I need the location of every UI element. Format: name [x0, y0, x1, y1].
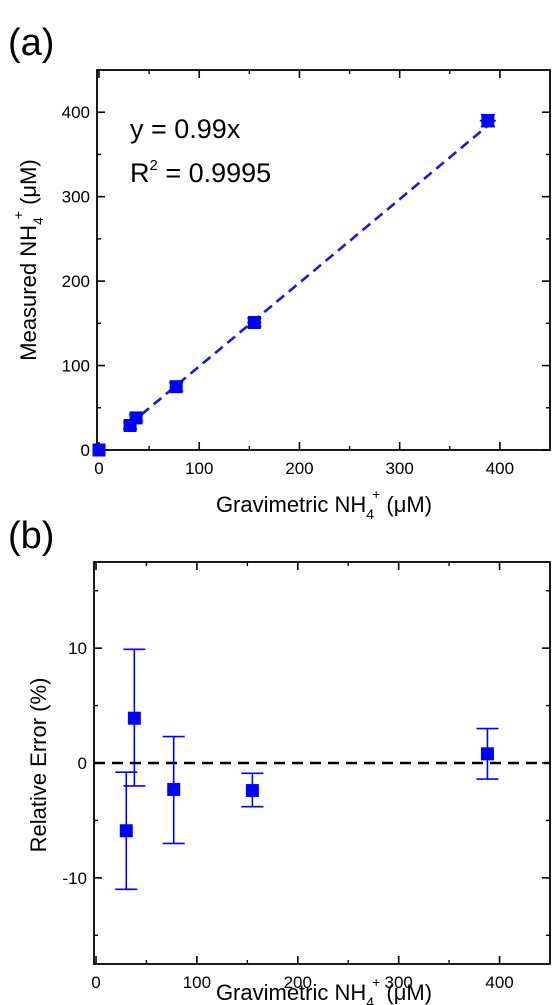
data-point — [115, 771, 138, 891]
x-title-unit: (μM) — [380, 980, 432, 1005]
panel-a-tick-labels: 0 100 200 300 400 0 100 200 300 400 — [62, 103, 514, 478]
square-marker — [167, 782, 181, 796]
y-tick-label: 0 — [81, 441, 90, 460]
x-title-main: Gravimetric NH — [216, 980, 366, 1005]
x-tick-label: 200 — [284, 973, 312, 992]
x-tick-label: 0 — [91, 973, 100, 992]
data-point — [476, 727, 499, 780]
x-tick-label: 300 — [385, 459, 413, 478]
r2-value: = 0.9995 — [158, 158, 271, 188]
square-marker — [480, 747, 494, 761]
y-title-subscript: 4 — [30, 217, 46, 225]
panel-b-y-axis-title: Relative Error (%) — [26, 678, 51, 853]
y-tick-label: 100 — [62, 357, 90, 376]
data-point — [123, 648, 146, 787]
y-tick-label: 200 — [62, 272, 90, 291]
data-point — [162, 735, 185, 845]
y-title-unit: (μM) — [16, 159, 41, 211]
x-tick-label: 200 — [285, 459, 313, 478]
y-tick-label: 10 — [68, 639, 87, 658]
y-tick-label: -10 — [62, 869, 87, 888]
square-marker — [247, 315, 261, 329]
square-marker — [169, 380, 183, 394]
panel-a-label: (a) — [8, 22, 54, 64]
panel-a-y-axis-title: Measured NH4 + (μM) — [10, 159, 46, 360]
data-point — [129, 411, 144, 425]
data-point — [247, 315, 262, 329]
y-title-superscript: + — [10, 211, 26, 219]
square-marker — [481, 114, 495, 128]
x-title-superscript: + — [372, 486, 380, 502]
x-title-main: Gravimetric NH — [216, 492, 366, 517]
x-tick-label: 0 — [94, 459, 103, 478]
data-point — [241, 772, 264, 808]
square-marker — [119, 824, 133, 838]
panel-a-ticks — [97, 70, 550, 451]
x-title-subscript: 4 — [366, 506, 374, 522]
square-marker — [245, 784, 259, 798]
panel-b-label: (b) — [8, 515, 54, 557]
panel-b: (b) 0 100 200 300 400 -10 0 10 Gravimetric NH4 +… — [8, 515, 551, 1005]
r2-superscript: 2 — [150, 157, 158, 174]
x-tick-label: 400 — [486, 459, 514, 478]
r2-label: R — [130, 158, 150, 188]
panel-a-fit-line — [128, 124, 489, 426]
panel-b-data-points — [115, 648, 499, 891]
panel-b-x-axis-title: Gravimetric NH4 + (μM) — [216, 974, 432, 1005]
data-point — [92, 443, 106, 457]
x-tick-label: 100 — [185, 459, 213, 478]
x-title-superscript: + — [372, 974, 380, 990]
square-marker — [92, 443, 106, 457]
data-point — [169, 380, 184, 394]
y-tick-label: 300 — [62, 188, 90, 207]
y-tick-label: 0 — [78, 754, 87, 773]
panel-a-equation: y = 0.99x — [130, 114, 241, 144]
panel-a-plot-frame — [96, 69, 551, 451]
panel-a-x-axis-title: Gravimetric NH4 + (μM) — [216, 486, 432, 522]
y-title-main: Measured NH — [16, 225, 41, 361]
panel-a-r-squared: R2 = 0.9995 — [130, 157, 271, 188]
data-point — [479, 113, 496, 128]
x-title-subscript: 4 — [366, 994, 374, 1005]
panel-a-data-points — [92, 113, 496, 457]
x-tick-label: 100 — [183, 973, 211, 992]
x-title-unit: (μM) — [380, 492, 432, 517]
square-marker — [127, 711, 141, 725]
x-tick-label: 400 — [485, 973, 513, 992]
panel-b-tick-labels: 0 100 200 300 400 -10 0 10 — [62, 639, 513, 992]
panel-a: (a) 0 100 200 300 400 0 100 200 300 400 y = 0.99x… — [8, 22, 551, 522]
y-tick-label: 400 — [62, 103, 90, 122]
square-marker — [129, 411, 143, 425]
x-tick-label: 300 — [384, 973, 412, 992]
